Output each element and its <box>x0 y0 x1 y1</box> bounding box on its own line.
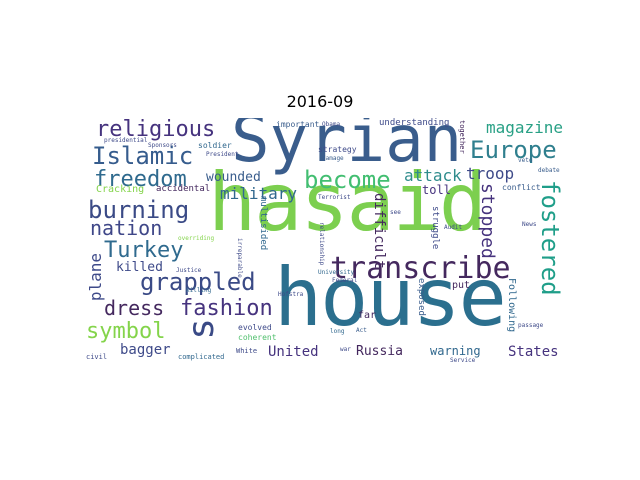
word-university: University <box>318 269 355 276</box>
word-passage: passage <box>518 322 544 329</box>
word-president: President <box>206 151 239 158</box>
word-multisided: multisided <box>258 196 268 251</box>
word-freedom: freedom <box>94 167 187 192</box>
word-debate: debate <box>538 167 560 174</box>
word-coherent: coherent <box>238 333 277 342</box>
word-damage: damage <box>322 155 344 162</box>
word-symbol: symbol <box>86 319 166 344</box>
word-states: States <box>508 344 559 360</box>
word-cloud: hasaid house Syrian s transcribe religio… <box>86 118 571 366</box>
word-put: put <box>452 280 471 291</box>
word-see: see <box>390 209 401 216</box>
word-syrian: Syrian <box>231 118 463 177</box>
word-struggle: struggle <box>430 206 440 250</box>
word-nation: nation <box>90 216 163 240</box>
word-dress: dress <box>104 296 165 320</box>
word-sponsors: Sponsors <box>148 142 177 149</box>
word-justice: Justice <box>176 267 202 274</box>
word-bagger: bagger <box>120 342 171 358</box>
word-europe: Europe <box>470 136 557 164</box>
word-complicated: complicated <box>178 353 225 361</box>
word-religious: religious <box>96 118 216 142</box>
word-magazine: magazine <box>486 118 564 137</box>
word-islamic: Islamic <box>92 142 194 170</box>
word-fostered: fostered <box>536 180 564 296</box>
word-relationship: relationship <box>318 222 325 266</box>
word-russia: Russia <box>356 344 403 359</box>
word-important: important <box>276 120 320 129</box>
word-military: military <box>220 184 298 203</box>
word-overriding: overriding <box>178 235 215 242</box>
word-conflict: conflict <box>502 183 541 192</box>
word-transcribe: transcribe <box>330 251 511 286</box>
word-civil: civil <box>86 353 108 361</box>
word-united: United <box>268 344 319 360</box>
word-news: News <box>522 221 537 228</box>
word-become: become <box>304 166 391 194</box>
word-soldier: soldier <box>198 141 232 150</box>
word-war: war <box>340 346 351 353</box>
word-stopped: stopped <box>477 183 498 259</box>
word-plane: plane <box>86 253 105 302</box>
word-hasaid: hasaid <box>208 156 487 249</box>
word-far: far <box>358 310 377 321</box>
word-turkey: Turkey <box>104 238 184 263</box>
word-long: long <box>330 328 345 335</box>
word-burning: burning <box>88 196 190 224</box>
figure-title: 2016-09 <box>286 92 354 111</box>
word-fashion: fashion <box>180 296 273 321</box>
word-difficult: difficult <box>371 193 387 269</box>
word-accidental: accidental <box>156 184 211 194</box>
word-federal: Federal <box>332 277 358 284</box>
word-grappled: grappled <box>140 268 256 296</box>
word-wounded: wounded <box>206 170 261 185</box>
word-white: White <box>236 347 258 355</box>
word-act: Act <box>356 327 367 334</box>
word-house: house <box>274 251 507 344</box>
word-veto: veto <box>518 157 533 164</box>
word-s: s <box>181 318 222 340</box>
word-cracking: Cracking <box>96 184 145 195</box>
word-killed: killed <box>116 260 163 275</box>
word-following: Following <box>506 278 517 333</box>
word-attack: attack <box>404 166 462 185</box>
word-troop: troop <box>466 164 515 183</box>
word-irreparable: irreparable <box>236 238 243 278</box>
word-exposed: exposed <box>416 278 426 316</box>
word-audit: Audit <box>444 224 463 231</box>
word-warning: warning <box>430 344 481 358</box>
word-presidential: presidential <box>104 137 148 144</box>
word-hofstra: Hofstra <box>278 291 304 298</box>
word-strategy: strategy <box>318 145 357 154</box>
word-evolved: evolved <box>238 323 272 332</box>
word-obama: Obama <box>322 121 341 128</box>
word-service: Service <box>450 357 476 364</box>
word-toll: toll <box>422 183 451 197</box>
word-terrorist: Terrorist <box>318 194 351 201</box>
word-together: together <box>458 120 466 154</box>
word-understanding: understanding <box>379 118 450 128</box>
word-killing: killing <box>186 287 212 294</box>
